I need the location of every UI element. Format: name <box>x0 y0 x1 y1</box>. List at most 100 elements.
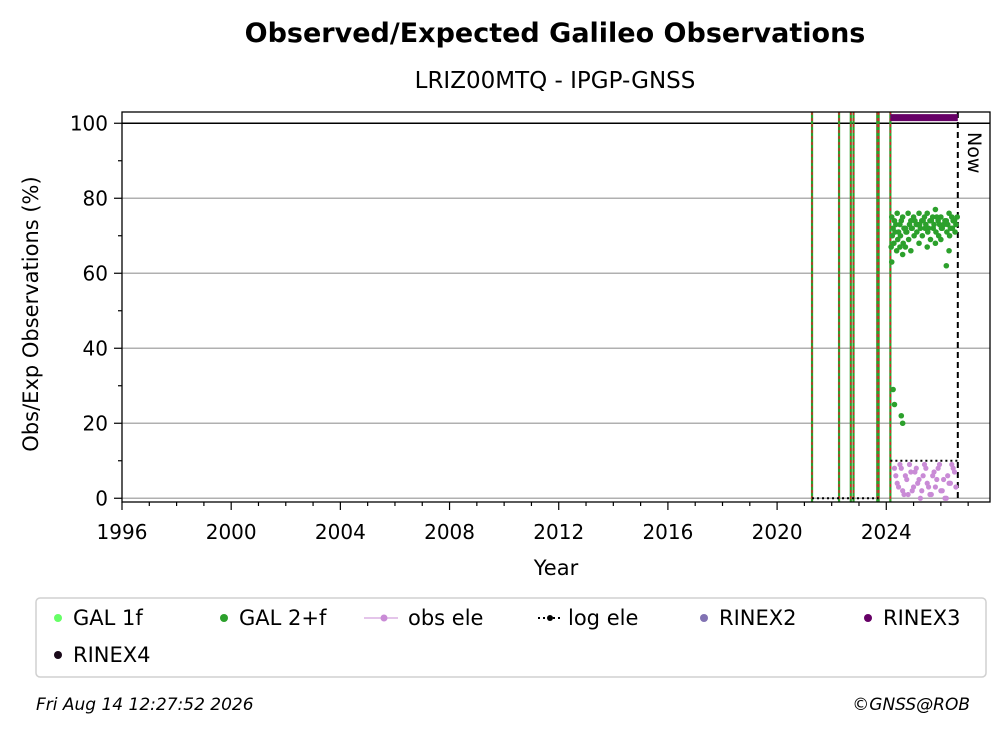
grid-lines <box>122 122 990 499</box>
data-point <box>898 217 905 224</box>
x-tick-label: 2016 <box>642 520 693 544</box>
data-point <box>933 214 940 220</box>
data-point <box>925 484 932 490</box>
y-tick-label: 20 <box>83 411 108 435</box>
plot-frame <box>121 111 991 503</box>
legend-label: GAL 2+f <box>239 606 327 630</box>
x-axis-label: Year <box>533 556 579 580</box>
data-point <box>902 244 909 250</box>
data-point <box>903 229 909 235</box>
data-point <box>899 420 906 427</box>
legend-label: RINEX3 <box>883 606 961 630</box>
legend-item: GAL 1f <box>54 606 143 630</box>
data-point <box>905 210 911 217</box>
y-tick-label: 80 <box>83 186 108 210</box>
x-tick-label: 2024 <box>861 520 912 544</box>
data-point <box>897 232 904 239</box>
data-point <box>946 232 953 239</box>
data-point <box>890 386 896 393</box>
data-point <box>908 469 914 475</box>
data-point <box>897 244 903 250</box>
data-point <box>916 240 922 247</box>
y-tick-label: 40 <box>83 336 108 360</box>
x-axis: 1996 2000 2004 2008 2012 2016 2020 2024 <box>97 502 969 544</box>
legend-item: obs ele <box>364 606 483 630</box>
data-point <box>898 465 904 471</box>
data-point <box>927 236 934 243</box>
legend-box <box>35 597 987 678</box>
legend-label: RINEX4 <box>73 643 151 667</box>
x-tick-label: 2008 <box>424 520 475 544</box>
data-point <box>906 461 913 468</box>
data-point <box>934 476 940 483</box>
data-point <box>904 476 910 483</box>
y-tick-label: 0 <box>95 486 108 510</box>
data-point <box>924 229 931 235</box>
data-point <box>931 469 937 475</box>
now-label: Now <box>963 132 985 173</box>
data-point <box>943 262 950 269</box>
data-point <box>893 221 899 228</box>
data-point <box>912 469 918 475</box>
data-point <box>946 247 952 254</box>
data-point <box>908 247 914 254</box>
data-point <box>891 401 898 408</box>
data-point <box>916 221 923 228</box>
x-tick-label: 2004 <box>315 520 366 544</box>
data-point <box>938 236 944 243</box>
data-point <box>899 251 906 258</box>
legend-marker <box>380 614 388 622</box>
data-point <box>916 210 922 217</box>
data-point <box>898 412 905 419</box>
y-axis: 0 20 40 60 80 100 <box>70 111 122 510</box>
x-tick-label: 2012 <box>533 520 584 544</box>
chart-subtitle: LRIZ00MTQ - IPGP-GNSS <box>415 68 696 94</box>
legend-item: RINEX3 <box>864 606 961 630</box>
data-point <box>915 480 921 486</box>
y-tick-label: 100 <box>70 111 108 135</box>
data-point <box>952 229 958 235</box>
data-point <box>936 461 943 468</box>
data-point <box>905 491 911 498</box>
footer-timestamp: Fri Aug 14 12:27:52 2026 <box>36 695 254 715</box>
legend-item: GAL 2+f <box>220 606 327 630</box>
data-point <box>893 473 899 479</box>
data-point <box>892 229 898 235</box>
legend-label: obs ele <box>408 606 483 630</box>
legend-marker <box>54 651 62 659</box>
data-point <box>909 488 915 494</box>
data-point <box>895 484 902 490</box>
data-point <box>917 495 923 501</box>
legend-item: RINEX2 <box>700 606 797 630</box>
legend: GAL 1f GAL 2+f obs ele log ele RINEX2 RINEX3 R… <box>35 597 987 678</box>
data-point <box>919 232 926 239</box>
station-event-lines: Now <box>810 112 985 502</box>
data-point <box>938 214 944 220</box>
data-point <box>924 244 931 250</box>
y-axis-label: Obs/Exp Observations (%) <box>19 176 43 451</box>
x-tick-label: 1996 <box>97 520 148 544</box>
chart-title: Observed/Expected Galileo Observations <box>245 18 866 49</box>
legend-label: RINEX2 <box>719 606 797 630</box>
legend-marker <box>547 615 553 621</box>
footer-credit: ©GNSS@ROB <box>852 695 970 715</box>
data-point <box>954 214 961 220</box>
legend-label: GAL 1f <box>73 606 143 630</box>
data-point <box>893 247 900 254</box>
legend-item: log ele <box>538 606 638 630</box>
data-point <box>928 491 934 498</box>
y-tick-label: 60 <box>83 261 108 285</box>
data-point <box>919 488 925 494</box>
data-point <box>901 491 907 498</box>
legend-marker <box>864 614 872 622</box>
legend-marker <box>700 614 708 622</box>
legend-label: log ele <box>568 606 638 630</box>
data-series <box>812 114 961 501</box>
data-point <box>953 221 959 228</box>
data-point <box>941 221 947 228</box>
data-point <box>932 240 939 247</box>
data-point <box>947 480 954 486</box>
data-point <box>891 240 897 247</box>
data-point <box>891 465 898 471</box>
